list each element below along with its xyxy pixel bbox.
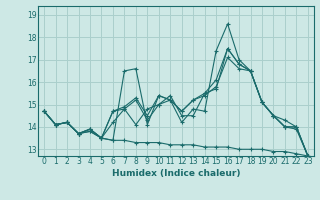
X-axis label: Humidex (Indice chaleur): Humidex (Indice chaleur) (112, 169, 240, 178)
